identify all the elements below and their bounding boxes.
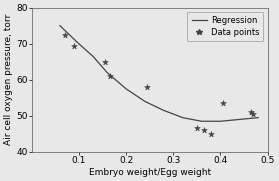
Point bbox=[145, 86, 150, 89]
Point bbox=[221, 102, 225, 105]
Legend: Regression, Data points: Regression, Data points bbox=[187, 12, 263, 41]
Point bbox=[72, 44, 76, 47]
Point bbox=[251, 113, 256, 115]
Point bbox=[249, 111, 253, 114]
Point bbox=[107, 75, 112, 78]
Y-axis label: Air cell oxygen pressure, torr: Air cell oxygen pressure, torr bbox=[4, 14, 13, 145]
Point bbox=[202, 129, 206, 132]
Point bbox=[103, 60, 107, 63]
Point bbox=[209, 132, 213, 135]
X-axis label: Embryo weight/Egg weight: Embryo weight/Egg weight bbox=[88, 168, 211, 177]
Point bbox=[195, 127, 199, 130]
Point bbox=[62, 33, 67, 36]
